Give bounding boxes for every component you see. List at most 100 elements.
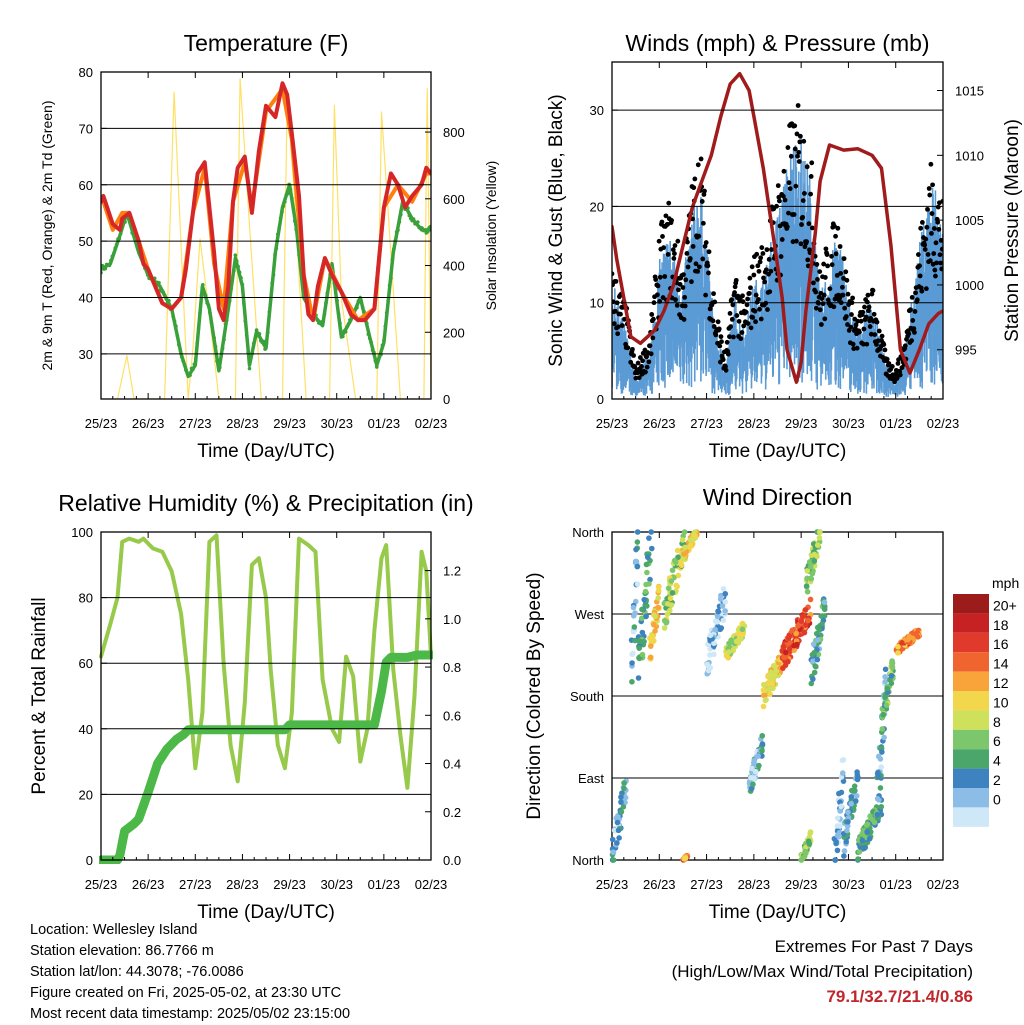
direction-point	[655, 584, 662, 590]
dewpoint-point	[240, 282, 245, 287]
direction-point	[841, 848, 848, 854]
pressure-line	[612, 71, 943, 384]
direction-point	[855, 774, 861, 780]
gust-point	[677, 281, 683, 287]
direction-point	[609, 836, 616, 843]
gust-point	[756, 268, 762, 274]
direction-point	[834, 823, 841, 829]
direction-point	[644, 603, 650, 609]
gust-point	[932, 267, 938, 273]
direction-point	[632, 558, 639, 565]
dewpoint-point	[181, 359, 185, 363]
direction-point	[760, 703, 767, 710]
gust-point	[819, 296, 825, 302]
gust-point	[811, 280, 816, 286]
direction-point	[874, 811, 881, 818]
gust-point	[912, 309, 918, 314]
gust-point	[628, 359, 634, 365]
direction-point	[618, 799, 624, 805]
legend-label: 0	[993, 791, 1001, 807]
gust-point	[665, 252, 671, 257]
gust-point	[640, 358, 646, 364]
gust-point	[842, 305, 848, 311]
legend-swatch	[953, 788, 989, 808]
gust-point	[683, 277, 689, 283]
gust-point	[918, 225, 924, 231]
created-text: Figure created on Fri, 2025-05-02, at 23…	[30, 985, 342, 1001]
gust-point	[919, 288, 925, 294]
dewpoint-point	[391, 247, 396, 251]
dewpoint-point	[192, 362, 197, 367]
legend-swatch	[953, 729, 989, 750]
gust-point	[778, 254, 784, 259]
gust-point	[850, 295, 855, 301]
gust-point	[660, 234, 665, 239]
gust-point	[769, 247, 774, 252]
direction-point	[874, 795, 881, 802]
gust-point	[874, 342, 879, 347]
direction-point	[794, 641, 800, 648]
dewpoint-point	[196, 326, 201, 331]
direction-point	[836, 830, 843, 836]
dewpoint-point	[237, 270, 242, 275]
gust-point	[793, 183, 799, 189]
x-tick-label: 01/23	[879, 877, 912, 892]
direction-point	[611, 827, 618, 834]
y-tick-label: 80	[79, 591, 93, 606]
extremes-title: Extremes For Past 7 Days	[774, 937, 973, 956]
gust-point	[713, 332, 719, 338]
gust-point	[618, 311, 623, 317]
legend-swatch	[953, 632, 989, 653]
direction-point	[668, 578, 675, 584]
gust-point	[939, 246, 943, 252]
gust-point	[776, 198, 782, 204]
gust-point	[766, 256, 772, 262]
gust-point	[818, 322, 824, 327]
y-tick-label: 30	[590, 103, 604, 118]
dewpoint-point	[355, 305, 359, 310]
gust-point	[703, 240, 709, 245]
dewpoint-point	[201, 282, 205, 287]
x-tick-label: 25/23	[596, 416, 629, 431]
gust-point	[843, 314, 849, 319]
direction-point	[882, 666, 889, 673]
gust-point	[702, 188, 707, 194]
direction-point	[638, 615, 645, 622]
direction-point	[803, 622, 809, 628]
gust-point	[682, 303, 688, 309]
x-tick-label: 25/23	[85, 416, 118, 431]
gust-point	[662, 274, 668, 279]
dewpoint-point	[277, 226, 282, 230]
direction-point	[648, 529, 655, 535]
gust-point	[681, 317, 687, 322]
x-tick-label: 29/23	[273, 416, 306, 431]
direction-point	[722, 590, 729, 597]
gust-point	[938, 260, 943, 266]
dewpoint-point	[380, 343, 385, 348]
gust-point	[804, 239, 810, 245]
direction-point	[802, 849, 809, 855]
gust-point	[908, 307, 913, 313]
dewpoint-point	[209, 320, 214, 325]
gust-point	[728, 324, 733, 330]
y-tick-label: 60	[79, 178, 93, 193]
gust-point	[702, 243, 708, 249]
gust-point	[672, 243, 678, 248]
direction-point	[722, 608, 728, 614]
direction-point	[634, 563, 641, 570]
gust-point	[869, 291, 875, 297]
dewpoint-point	[103, 266, 108, 271]
direction-point	[899, 640, 905, 646]
legend-swatch	[953, 594, 989, 614]
direction-point	[639, 606, 645, 613]
y-right-tick-label: 0.6	[443, 708, 461, 723]
direction-point	[836, 790, 842, 797]
direction-point	[785, 635, 792, 641]
direction-point	[650, 621, 657, 628]
y-right-tick-label: 995	[955, 343, 977, 358]
gust-point	[707, 306, 713, 312]
dewpoint-point	[379, 352, 383, 357]
gust-point	[850, 341, 856, 347]
direction-point	[889, 664, 896, 671]
x-axis-label: Time (Day/UTC)	[197, 902, 335, 923]
